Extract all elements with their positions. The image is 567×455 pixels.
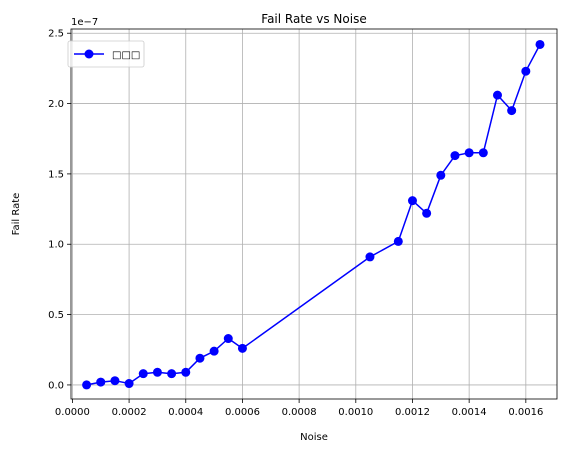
data-point [237, 343, 247, 353]
data-point [507, 106, 517, 116]
data-point [365, 252, 375, 262]
y-tick-label: 2.0 [48, 99, 64, 110]
data-point [152, 367, 162, 377]
axis-ticks: 0.0000 0.0002 0.0004 0.0006 0.0008 0.0010 0.00… [48, 29, 543, 418]
x-tick-label: 0.0008 [282, 407, 317, 418]
data-point [535, 39, 545, 49]
data-point [181, 367, 191, 377]
data-point [82, 380, 92, 390]
y-axis-label: Fail Rate [11, 193, 22, 236]
legend-marker [84, 49, 94, 59]
chart-title: Fail Rate vs Noise [261, 12, 366, 26]
data-point [478, 148, 488, 158]
y-offset-text: 1e−7 [71, 17, 98, 28]
data-point [492, 90, 502, 100]
y-tick-label: 0.5 [48, 310, 64, 321]
data-point [124, 379, 134, 389]
x-tick-label: 0.0004 [168, 407, 203, 418]
series-layer [82, 39, 545, 390]
data-point [450, 151, 460, 161]
plot-frame [70, 28, 558, 400]
data-point [393, 236, 403, 246]
x-tick-label: 0.0002 [112, 407, 147, 418]
y-tick-label: 1.0 [48, 240, 64, 251]
legend-box [67, 40, 145, 68]
grid-lines [71, 29, 557, 399]
legend: □□□ [67, 40, 145, 68]
x-axis-label: Noise [300, 432, 328, 443]
series-line [86, 44, 541, 386]
y-tick-label: 0.0 [48, 380, 64, 391]
y-tick-label: 2.5 [48, 29, 64, 40]
data-point [195, 353, 205, 363]
x-tick-label: 0.0014 [452, 407, 487, 418]
x-tick-label: 0.0010 [338, 407, 373, 418]
y-tick-label: 1.5 [48, 169, 64, 180]
data-point [138, 369, 148, 379]
data-point [436, 170, 446, 180]
data-point [223, 334, 233, 344]
data-point [422, 208, 432, 218]
x-tick-label: 0.0012 [395, 407, 430, 418]
data-point [521, 66, 531, 76]
x-tick-label: 0.0006 [225, 407, 260, 418]
data-point [167, 369, 177, 379]
legend-label: □□□ [112, 50, 140, 61]
data-point [110, 376, 120, 386]
data-point [407, 196, 417, 206]
data-point [209, 346, 219, 356]
x-tick-label: 0.0016 [508, 407, 543, 418]
data-point [464, 148, 474, 158]
data-point [96, 377, 106, 387]
x-tick-label: 0.0000 [55, 407, 90, 418]
